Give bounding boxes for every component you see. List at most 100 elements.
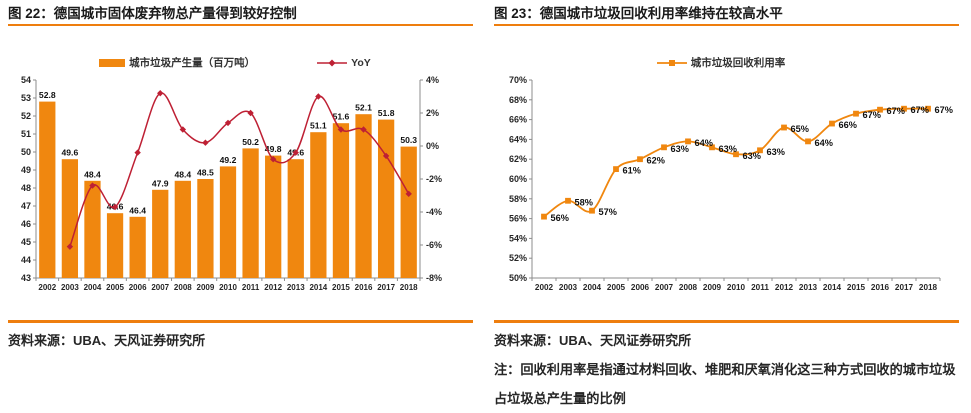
svg-text:63%: 63%	[767, 147, 785, 157]
svg-text:2013: 2013	[287, 283, 305, 292]
svg-text:2017: 2017	[377, 283, 395, 292]
yoy-line	[66, 90, 412, 250]
svg-text:48.4: 48.4	[174, 169, 191, 179]
bar-series-swatch-icon	[99, 58, 126, 68]
svg-text:46: 46	[21, 219, 31, 229]
svg-text:54: 54	[21, 75, 31, 85]
recycle-line-swatch-icon	[656, 58, 687, 68]
svg-text:60%: 60%	[509, 174, 527, 184]
svg-text:52%: 52%	[509, 253, 527, 263]
svg-text:2009: 2009	[197, 283, 215, 292]
recycle-rate-line	[541, 105, 931, 220]
svg-text:2014: 2014	[309, 283, 327, 292]
svg-text:70%: 70%	[509, 75, 527, 85]
svg-text:56%: 56%	[551, 213, 569, 223]
footer-divider	[494, 320, 959, 323]
svg-text:2012: 2012	[775, 283, 794, 292]
figure-22-title: 图 22：德国城市固体废弃物总产量得到较好控制	[8, 4, 473, 26]
svg-text:64%: 64%	[509, 134, 527, 144]
svg-text:2005: 2005	[607, 283, 626, 292]
figure-22-legend: 城市垃圾产生量（百万吨） YoY	[30, 55, 440, 70]
svg-text:2004: 2004	[84, 283, 102, 292]
svg-text:45: 45	[21, 237, 31, 247]
svg-text:2016: 2016	[871, 283, 890, 292]
figure-23-title: 图 23：德国城市垃圾回收利用率维持在较高水平	[494, 4, 959, 26]
svg-text:2011: 2011	[242, 283, 260, 292]
svg-text:49.8: 49.8	[265, 144, 282, 154]
svg-text:48.5: 48.5	[197, 168, 214, 178]
svg-text:2017: 2017	[895, 283, 914, 292]
svg-text:44: 44	[21, 255, 31, 265]
svg-text:50.2: 50.2	[242, 137, 259, 147]
svg-text:-4%: -4%	[426, 207, 442, 217]
svg-text:2018: 2018	[400, 283, 418, 292]
svg-text:-2%: -2%	[426, 174, 442, 184]
svg-text:51: 51	[21, 129, 31, 139]
svg-text:67%: 67%	[863, 110, 881, 120]
svg-text:63%: 63%	[671, 144, 689, 154]
figure-23-legend: 城市垃圾回收利用率	[516, 55, 926, 70]
svg-text:51.1: 51.1	[310, 121, 327, 131]
svg-text:2014: 2014	[823, 283, 842, 292]
svg-text:2006: 2006	[631, 283, 650, 292]
svg-text:2018: 2018	[919, 283, 938, 292]
svg-text:63%: 63%	[719, 144, 737, 154]
svg-text:2011: 2011	[751, 283, 769, 292]
svg-text:2010: 2010	[219, 283, 237, 292]
svg-text:2008: 2008	[679, 283, 698, 292]
svg-text:2015: 2015	[332, 283, 350, 292]
svg-text:52.1: 52.1	[355, 103, 372, 113]
figure-23-panel: 图 23：德国城市垃圾回收利用率维持在较高水平 城市垃圾回收利用率 50% 52%…	[486, 0, 971, 409]
footer-divider	[8, 320, 473, 323]
svg-text:2002: 2002	[38, 283, 56, 292]
yoy-series-label: YoY	[351, 56, 371, 69]
svg-text:61%: 61%	[623, 166, 641, 176]
svg-text:50: 50	[21, 147, 31, 157]
svg-text:52.8: 52.8	[39, 90, 56, 100]
svg-text:68%: 68%	[509, 95, 527, 105]
svg-text:2003: 2003	[559, 283, 578, 292]
figure-23-note: 注：回收利用率是指通过材料回收、堆肥和厌氧消化这三种方式回收的城市垃圾占垃圾总产…	[494, 362, 956, 406]
svg-text:43: 43	[21, 273, 31, 283]
svg-text:2004: 2004	[583, 283, 602, 292]
svg-text:54%: 54%	[509, 233, 527, 243]
figure-22-panel: 图 22：德国城市固体废弃物总产量得到较好控制 城市垃圾产生量（百万吨） YoY…	[0, 0, 485, 409]
svg-text:2002: 2002	[535, 283, 554, 292]
svg-text:2007: 2007	[655, 283, 674, 292]
recycle-rate-line-chart: 50% 52% 54% 56% 58% 60% 62% 64% 66% 68% 70% 2002 200…	[494, 72, 956, 300]
svg-text:64%: 64%	[695, 138, 713, 148]
svg-text:-8%: -8%	[426, 273, 442, 283]
svg-text:67%: 67%	[911, 105, 929, 115]
svg-text:2009: 2009	[703, 283, 722, 292]
recycle-series-label: 城市垃圾回收利用率	[690, 57, 786, 69]
figure-22-source: 资料来源：UBA、天风证券研究所	[8, 333, 206, 348]
svg-text:2008: 2008	[174, 283, 192, 292]
svg-text:67%: 67%	[935, 105, 953, 115]
svg-text:2006: 2006	[129, 283, 147, 292]
svg-text:62%: 62%	[647, 156, 665, 166]
svg-text:47: 47	[21, 201, 31, 211]
legend-item-recycle-rate: 城市垃圾回收利用率	[656, 55, 786, 70]
msw-output-bar-chart: 43 44 45 46 47 48 49 50 51 52 53 54 -8% -6% -4% -2% 0% 2%…	[8, 72, 460, 300]
svg-text:0%: 0%	[426, 141, 439, 151]
svg-text:46.4: 46.4	[129, 205, 146, 215]
svg-text:52: 52	[21, 111, 31, 121]
svg-text:2003: 2003	[61, 283, 79, 292]
svg-text:64%: 64%	[815, 138, 833, 148]
svg-text:51.6: 51.6	[333, 112, 350, 122]
svg-text:50%: 50%	[509, 273, 527, 283]
svg-text:57%: 57%	[599, 207, 617, 217]
svg-text:2010: 2010	[727, 283, 746, 292]
figure-23-source: 资料来源：UBA、天风证券研究所	[494, 333, 692, 348]
svg-text:53: 53	[21, 93, 31, 103]
svg-text:2%: 2%	[426, 108, 439, 118]
svg-text:2005: 2005	[106, 283, 124, 292]
legend-item-yoy: YoY	[317, 57, 371, 69]
svg-text:-6%: -6%	[426, 240, 442, 250]
yoy-line-swatch-icon	[317, 58, 348, 68]
svg-text:2013: 2013	[799, 283, 818, 292]
svg-text:49.2: 49.2	[220, 155, 237, 165]
svg-text:58%: 58%	[509, 194, 527, 204]
svg-text:67%: 67%	[887, 106, 905, 116]
svg-text:2007: 2007	[151, 283, 169, 292]
